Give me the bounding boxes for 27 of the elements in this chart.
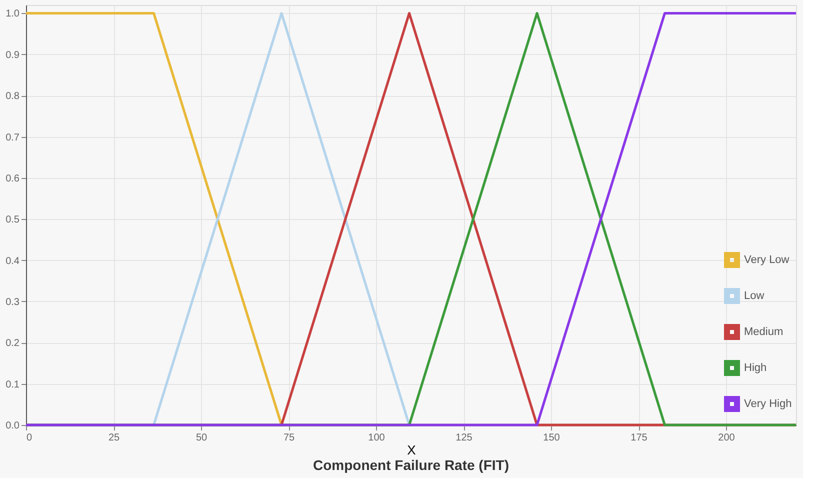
x-axis-title: X <box>407 442 416 458</box>
x-tick-label: 0 <box>26 432 32 444</box>
y-tick-label: 0.4 <box>6 256 20 267</box>
y-tick-label: 0.0 <box>6 420 20 432</box>
x-tick-label: 150 <box>543 432 560 444</box>
x-tick-label: 50 <box>196 432 208 444</box>
legend-label: Low <box>744 290 764 302</box>
y-tick-label: 0.2 <box>6 338 20 350</box>
x-tick-label: 100 <box>368 432 386 444</box>
y-tick-label: 0.7 <box>6 132 20 144</box>
legend-label: High <box>744 362 767 374</box>
x-tick-label: 75 <box>283 432 295 444</box>
y-tick-label: 0.3 <box>6 296 20 308</box>
x-tick-label: 25 <box>108 432 120 444</box>
x-tick-label: 175 <box>630 432 648 444</box>
y-tick-label: 0.6 <box>6 173 20 184</box>
y-tick-label: 0.1 <box>6 379 20 390</box>
x-tick-label: 125 <box>456 432 473 444</box>
y-tick-label: 0.8 <box>6 91 20 102</box>
x-tick-label: 200 <box>718 432 736 444</box>
legend-label: Very High <box>744 398 792 410</box>
y-tick-label: 1.0 <box>6 8 20 20</box>
legend-label: Medium <box>744 326 784 338</box>
y-tick-label: 0.9 <box>6 50 20 61</box>
text: Component Failure Rate (FIT) <box>313 457 509 473</box>
y-tick-label: 0.5 <box>6 214 20 226</box>
legend-label: Very Low <box>744 254 790 266</box>
